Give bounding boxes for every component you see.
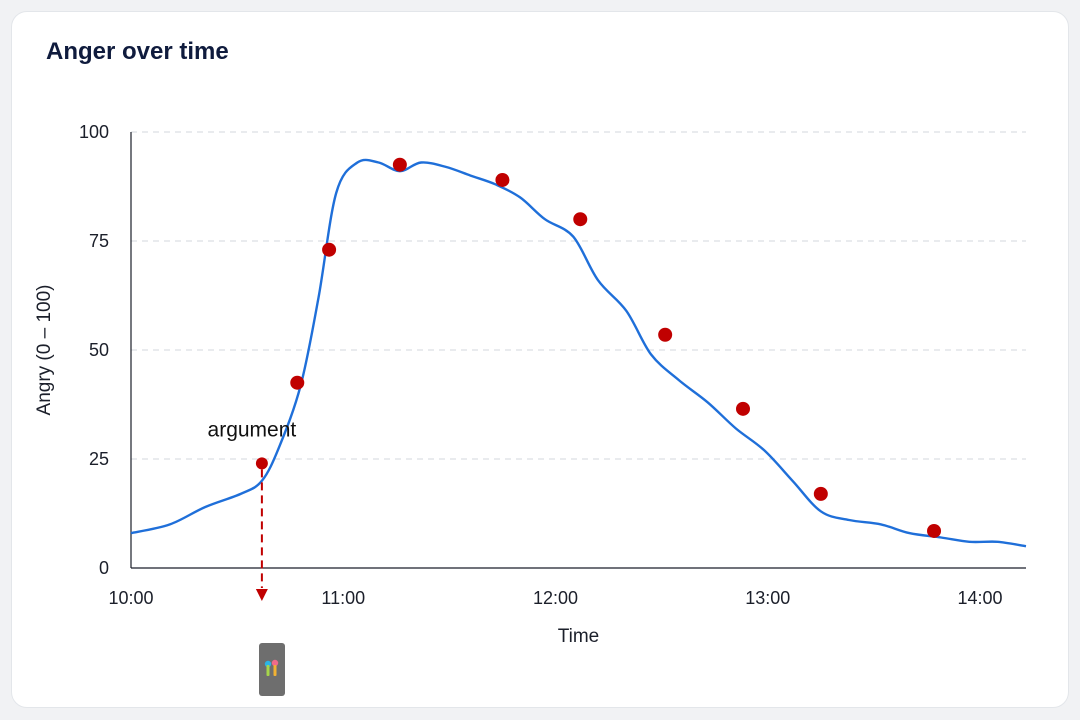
y-tick-label: 50 — [89, 340, 109, 360]
phone-icon — [259, 643, 285, 696]
data-point-marker — [495, 172, 510, 187]
y-tick-label: 25 — [89, 449, 109, 469]
data-point-marker — [322, 242, 337, 257]
data-point-marker — [658, 327, 673, 342]
x-tick-label: 12:00 — [533, 588, 578, 608]
logo-dot — [264, 660, 272, 668]
data-point-marker — [255, 457, 268, 470]
page-title: Anger over time — [46, 38, 229, 65]
x-axis-title: Time — [558, 626, 600, 647]
logo-bar — [266, 665, 270, 676]
data-point-marker — [573, 212, 588, 227]
annotation-label: argument — [208, 418, 297, 441]
logo-bar — [273, 665, 277, 676]
data-point-marker — [290, 375, 305, 390]
logo-dot — [271, 659, 279, 667]
phone-body — [259, 643, 285, 696]
x-tick-label: 10:00 — [108, 588, 153, 608]
x-tick-label: 14:00 — [957, 588, 1002, 608]
y-axis-title: Angry (0 – 100) — [34, 285, 55, 416]
y-tick-label: 100 — [79, 122, 109, 142]
data-point-marker — [735, 401, 750, 416]
anger-curve-line — [130, 158, 1027, 548]
x-tick-label: 13:00 — [745, 588, 790, 608]
data-point-marker — [813, 486, 828, 501]
data-point-marker — [927, 523, 942, 538]
chart-card: Anger over time — [11, 11, 1069, 708]
annotation-arrowhead — [255, 589, 268, 601]
data-point-marker — [392, 157, 407, 172]
y-tick-label: 75 — [89, 231, 109, 251]
x-tick-label: 11:00 — [321, 588, 365, 608]
y-tick-label: 0 — [99, 558, 109, 578]
